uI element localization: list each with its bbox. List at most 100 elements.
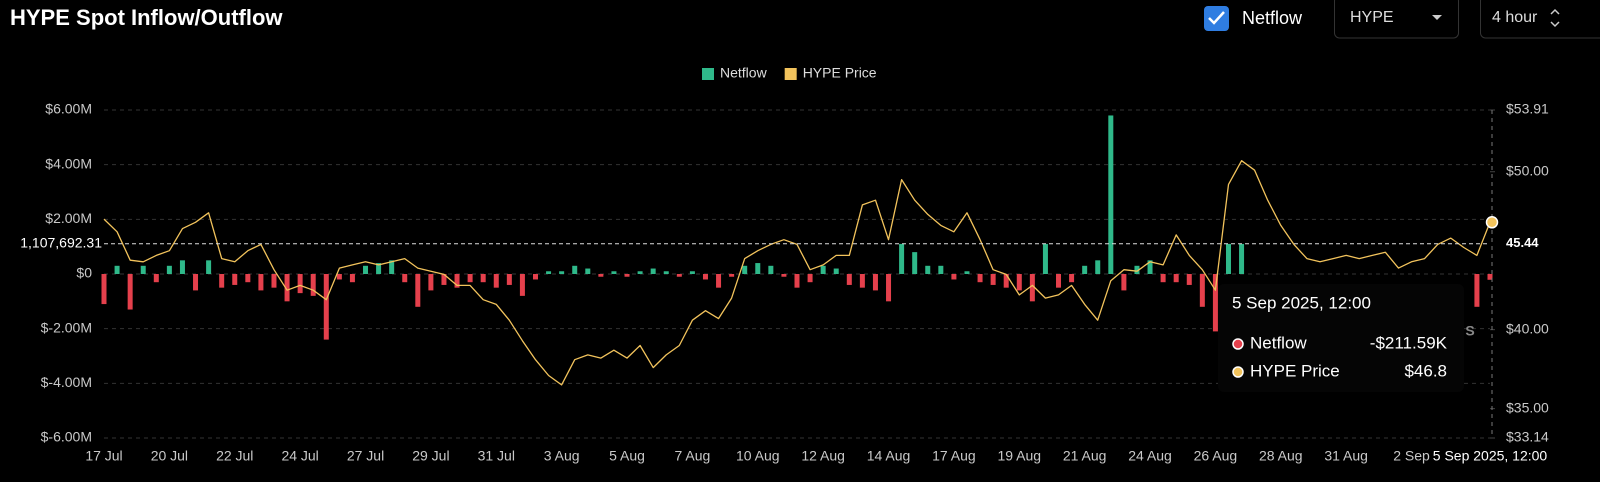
select-value[interactable]: HYPE — [1350, 9, 1394, 26]
netflow-bar — [585, 268, 591, 274]
netflow-bar — [846, 274, 852, 285]
netflow-bar — [271, 274, 277, 288]
select-box[interactable] — [1480, 0, 1600, 39]
legend-label[interactable]: Netflow — [720, 65, 768, 81]
caret — [1432, 15, 1442, 20]
tooltip-value: -$211.59K — [1370, 333, 1448, 352]
netflow-bar — [323, 274, 329, 340]
x-tick-label: 24 Jul — [281, 448, 318, 464]
checkbox-label[interactable]: Netflow — [1242, 8, 1303, 28]
asset-select[interactable]: HYPE — [1334, 0, 1459, 39]
netflow-bar — [1095, 260, 1101, 274]
netflow-bar — [114, 265, 120, 274]
netflow-bar — [689, 271, 695, 274]
x-tick-label: 3 Aug — [544, 448, 580, 464]
legend-label[interactable]: HYPE Price — [803, 65, 877, 81]
netflow-toggle[interactable]: Netflow — [1204, 6, 1303, 31]
select-value[interactable]: 4 hour — [1492, 9, 1538, 26]
x-tick-label: 19 Aug — [997, 448, 1041, 464]
netflow-bar — [441, 274, 447, 285]
netflow-bar — [493, 274, 499, 288]
y2-tick-label: $35.00 — [1506, 399, 1549, 415]
interval-select[interactable]: 4 hour — [1480, 0, 1600, 39]
netflow-bar — [232, 274, 238, 285]
netflow-bar — [206, 260, 212, 274]
netflow-bar — [899, 243, 905, 274]
netflow-bar — [912, 252, 918, 274]
netflow-bar — [1474, 274, 1480, 307]
x-tick-label: 5 Aug — [609, 448, 645, 464]
netflow-bar — [467, 274, 473, 283]
netflow-bar — [284, 274, 290, 302]
x-tick-label: 5 Sep 2025, 12:00 — [1433, 448, 1548, 464]
netflow-bar — [977, 274, 983, 283]
x-tick-label: 31 Aug — [1324, 448, 1368, 464]
legend-swatch[interactable] — [784, 68, 797, 80]
netflow-bar — [140, 265, 146, 274]
netflow-bar — [572, 265, 578, 274]
netflow-bar — [624, 274, 630, 277]
select-box[interactable] — [1334, 0, 1459, 39]
netflow-bar — [768, 265, 774, 274]
netflow-bar — [349, 274, 355, 283]
netflow-bar — [1173, 274, 1179, 283]
netflow-bar — [820, 265, 826, 274]
x-tick-label: 20 Jul — [151, 448, 188, 464]
y-tick-label: $4.00M — [45, 155, 92, 171]
tooltip-dot — [1232, 366, 1244, 378]
x-tick-label: 22 Jul — [216, 448, 253, 464]
netflow-bar — [611, 271, 617, 274]
x-tick-label: 29 Jul — [412, 448, 449, 464]
netflow-bar — [964, 271, 970, 274]
x-tick-label: 14 Aug — [867, 448, 911, 464]
netflow-bar — [807, 274, 813, 283]
netflow-bar — [729, 274, 735, 277]
x-tick-label: 24 Aug — [1128, 448, 1172, 464]
netflow-bar — [428, 274, 434, 291]
tooltip-title: 5 Sep 2025, 12:00 — [1232, 293, 1371, 312]
y-tick-label: $-4.00M — [41, 374, 92, 390]
netflow-bar — [1029, 274, 1035, 302]
legend-swatch[interactable] — [702, 68, 714, 80]
netflow-bar — [519, 274, 525, 296]
netflow-bar — [859, 274, 865, 288]
netflow-bar — [179, 260, 185, 274]
netflow-bar — [663, 271, 669, 274]
netflow-bar — [702, 274, 708, 280]
netflow-bar — [101, 274, 107, 305]
netflow-bar — [402, 274, 408, 283]
y-tick-label: $6.00M — [45, 101, 92, 117]
netflow-bar — [1225, 243, 1231, 274]
netflow-bar — [1147, 260, 1153, 274]
netflow-bar — [1069, 274, 1075, 283]
netflow-bar — [1186, 274, 1192, 285]
y-tick-label: $-2.00M — [41, 319, 92, 335]
netflow-bar — [781, 274, 787, 277]
netflow-bar — [219, 274, 225, 288]
netflow-bar — [480, 274, 486, 283]
stepper — [1550, 8, 1560, 28]
netflow-bar — [415, 274, 421, 307]
netflow-bar — [1134, 265, 1140, 274]
netflow-bar — [166, 265, 172, 274]
tooltip-dot — [1232, 338, 1244, 350]
netflow-bar — [716, 274, 722, 288]
netflow-bar — [258, 274, 264, 291]
tooltip-box — [1218, 284, 1464, 392]
price-line — [103, 160, 1491, 386]
netflow-bar — [1487, 274, 1493, 280]
tooltip-name: Netflow — [1250, 333, 1307, 352]
netflow-bar — [1108, 115, 1114, 274]
netflow-bar — [650, 268, 656, 274]
netflow-bar — [1199, 274, 1205, 307]
tooltip-name: HYPE Price — [1250, 361, 1340, 380]
x-tick-label: 10 Aug — [736, 448, 780, 464]
netflow-bar — [363, 265, 369, 274]
x-tick-label: 26 Aug — [1194, 448, 1238, 464]
netflow-bar — [794, 274, 800, 288]
checkmark — [1208, 11, 1225, 25]
netflow-bar — [1016, 274, 1022, 291]
